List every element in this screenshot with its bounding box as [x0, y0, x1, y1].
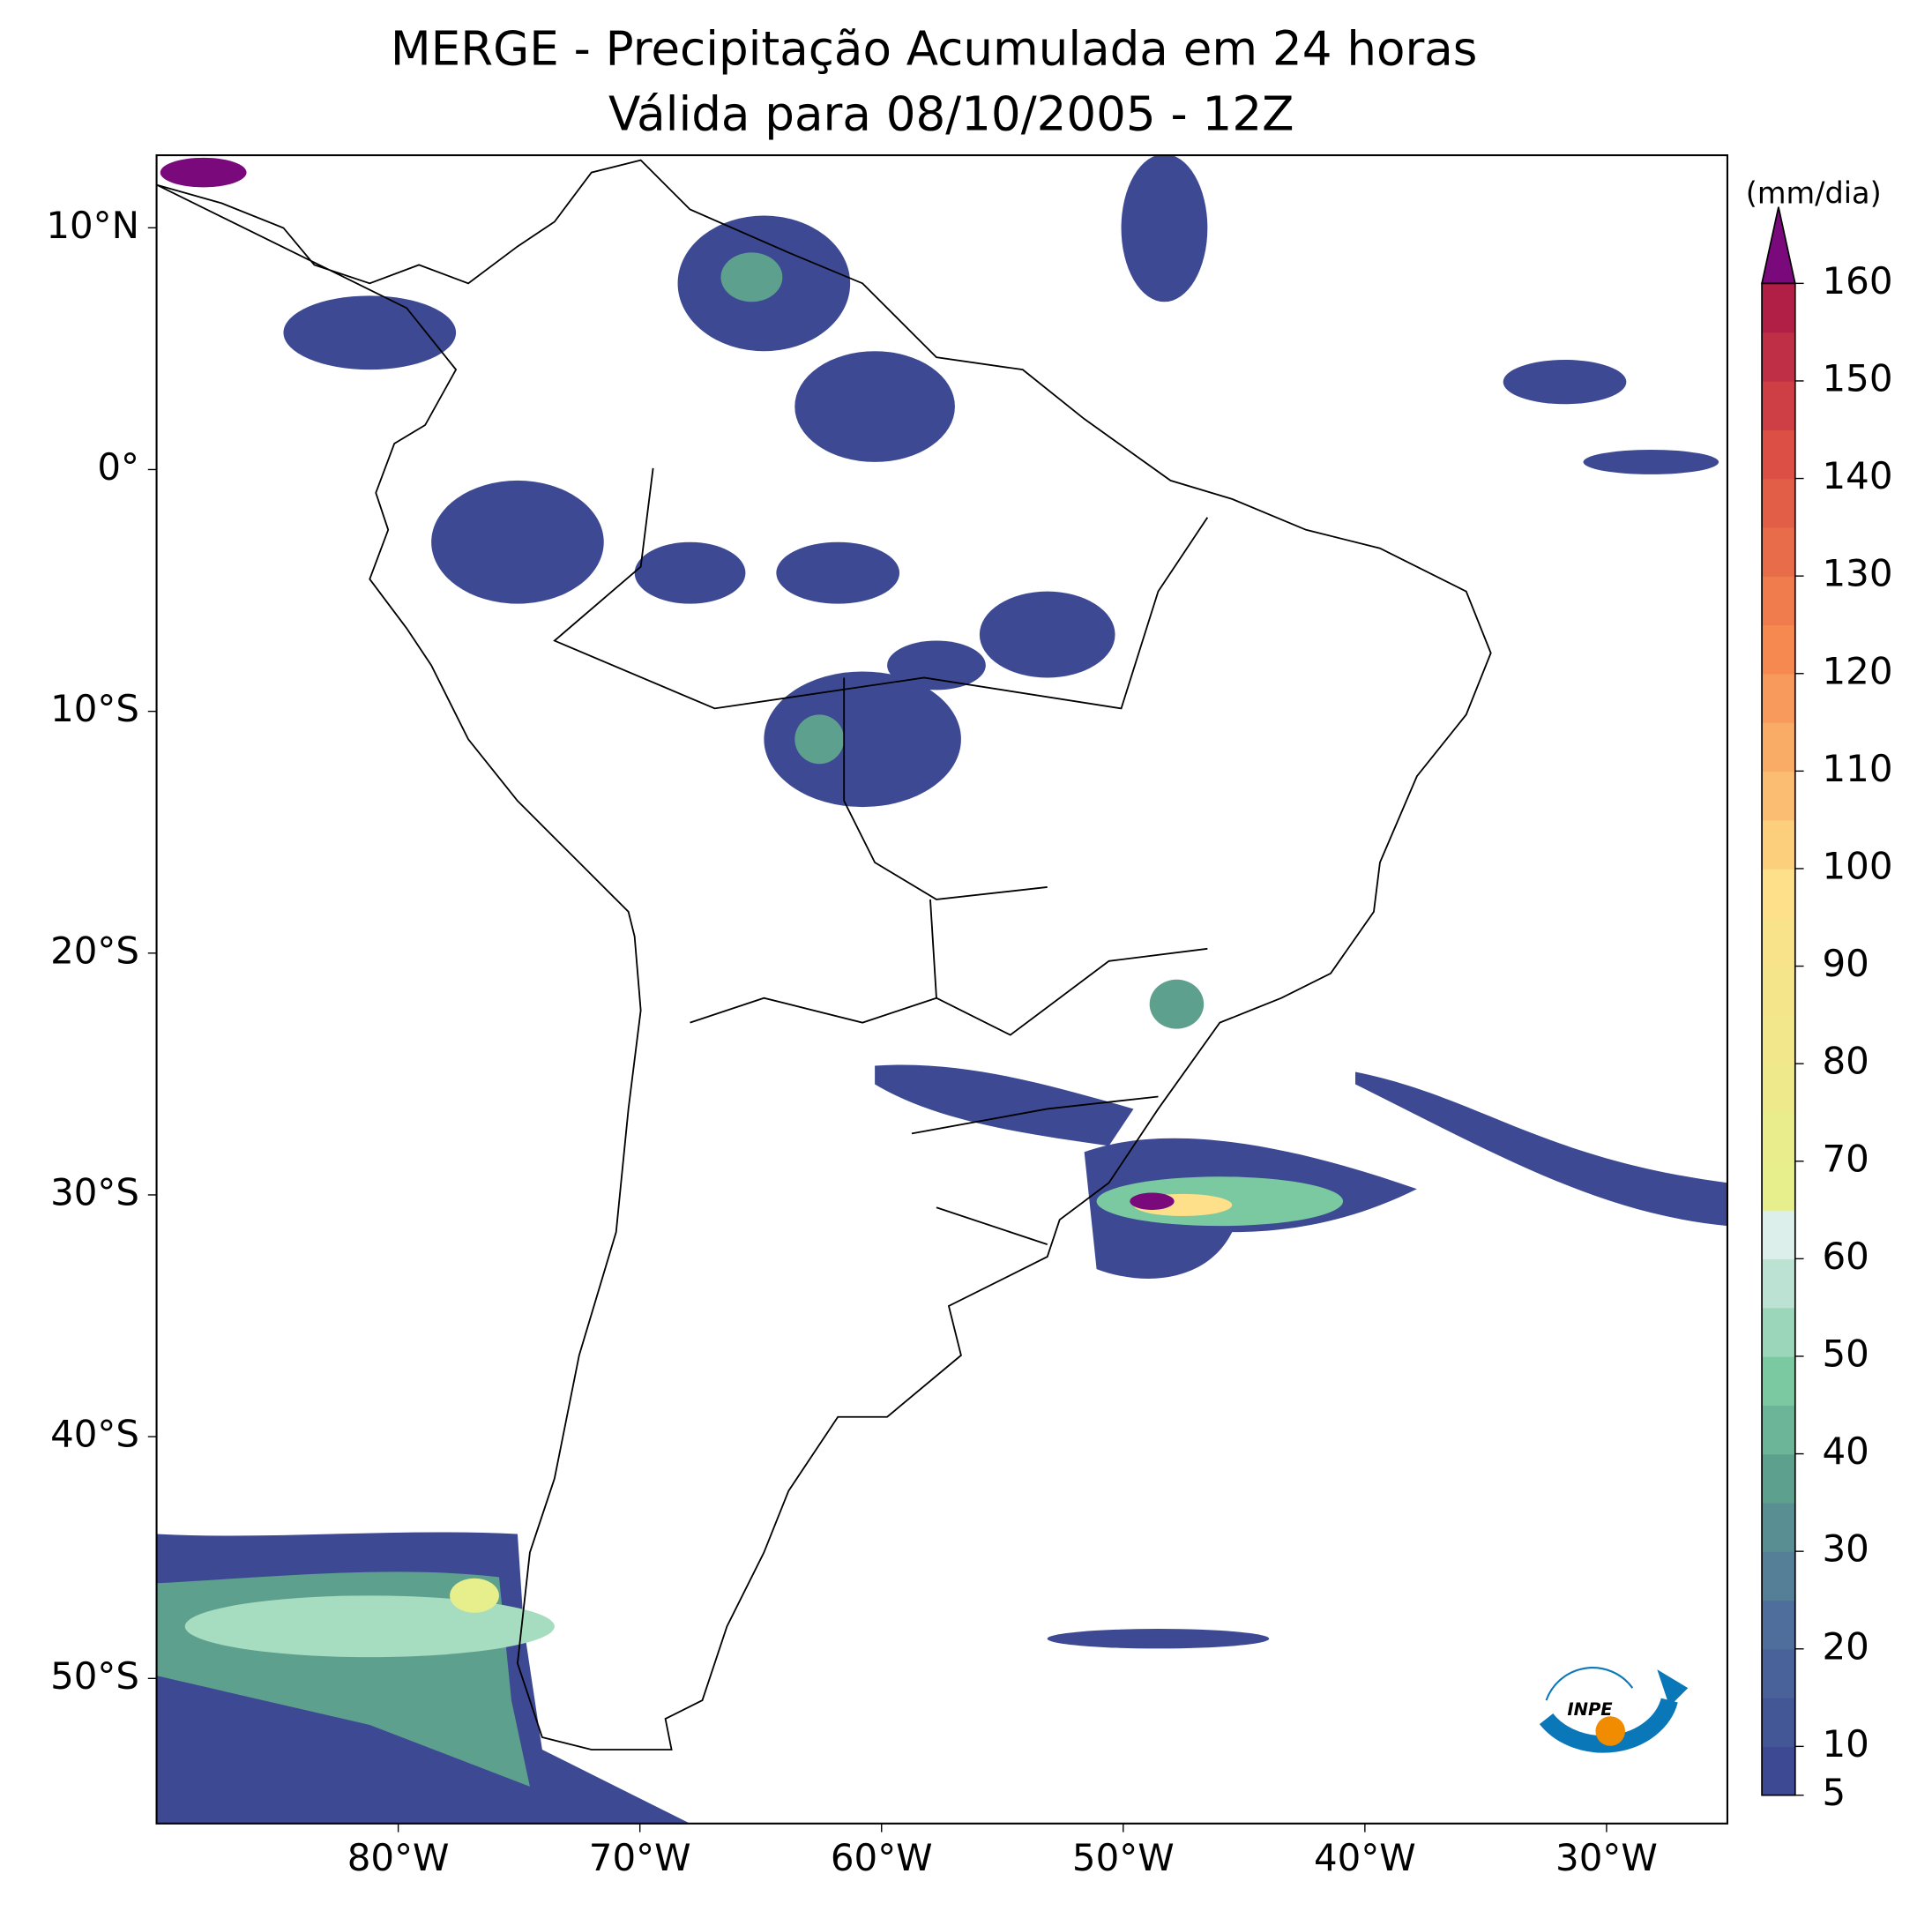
y-tick-label: 20°S	[50, 929, 139, 972]
colorbar-bin	[1762, 332, 1795, 382]
rain-area	[794, 351, 955, 462]
y-tick-label: 30°S	[50, 1170, 139, 1213]
colorbar-bin	[1762, 1014, 1795, 1064]
colorbar-tick-label: 5	[1823, 1771, 1846, 1814]
colorbar-bin	[1762, 1307, 1795, 1357]
y-tick-label: 50°S	[50, 1654, 139, 1698]
y-tick-label: 40°S	[50, 1413, 139, 1456]
rain-area	[794, 714, 845, 765]
colorbar-tick-label: 60	[1823, 1235, 1869, 1278]
logo-orbit	[1545, 1667, 1634, 1701]
colorbar-tick-label: 50	[1823, 1332, 1869, 1375]
title: MERGE - Precipitação Acumulada em 24 hor…	[391, 21, 1478, 76]
colorbar-bin	[1762, 1355, 1795, 1406]
axes-frame	[155, 153, 1728, 1825]
x-tick-label: 40°W	[1314, 1836, 1416, 1879]
colorbar-bin	[1762, 1453, 1795, 1504]
rain-area	[1503, 359, 1627, 405]
rain-area	[1583, 449, 1719, 474]
rain-area	[450, 1578, 499, 1613]
colorbar-bin	[1762, 1698, 1795, 1748]
rain-area	[160, 157, 247, 188]
colorbar-bin	[1762, 819, 1795, 870]
colorbar-bin	[1762, 673, 1795, 723]
y-tick-label: 10°N	[46, 204, 139, 247]
x-tick-label: 70°W	[589, 1836, 691, 1879]
logo-text: INPE	[1567, 1699, 1613, 1720]
logo-arrow	[1657, 1669, 1689, 1707]
rain-area	[431, 480, 604, 604]
rain-area	[887, 640, 986, 690]
colorbar-bin	[1762, 1551, 1795, 1601]
rain-area	[283, 295, 457, 370]
colorbar-tick-label: 70	[1823, 1137, 1869, 1180]
colorbar-tick-label: 30	[1823, 1527, 1869, 1571]
colorbar-extend	[1761, 206, 1796, 285]
colorbar-tick-label: 120	[1823, 649, 1893, 692]
colorbar-label: (mm/dia)	[1746, 175, 1882, 210]
rain-area	[979, 591, 1115, 678]
colorbar-bin	[1762, 380, 1795, 430]
colorbar-tick-label: 10	[1823, 1722, 1869, 1765]
y-tick-label: 0°	[97, 445, 139, 489]
colorbar-tick-label: 90	[1823, 942, 1869, 985]
colorbar-bin	[1762, 722, 1795, 773]
colorbar-tick-label: 130	[1823, 552, 1893, 595]
border	[553, 467, 1209, 1245]
rain-area	[634, 541, 746, 604]
colorbar-bin	[1762, 1112, 1795, 1162]
colorbar-bin	[1762, 624, 1795, 675]
rain-area	[776, 541, 900, 604]
coastline	[156, 159, 1492, 1751]
rain-area	[875, 1064, 1134, 1146]
rain-area	[764, 671, 961, 808]
colorbar-tick-label: 20	[1823, 1624, 1869, 1668]
colorbar-bin	[1762, 1502, 1795, 1552]
colorbar-bin	[1762, 283, 1795, 333]
rain-area	[1130, 1192, 1175, 1211]
x-tick-label: 50°W	[1072, 1836, 1175, 1879]
colorbar-bin	[1762, 1405, 1795, 1455]
colorbar-bin	[1762, 1210, 1795, 1260]
colorbar-bin	[1762, 1600, 1795, 1650]
rain-area	[1121, 155, 1208, 302]
colorbar-bin	[1762, 868, 1795, 918]
colorbar-bin	[1762, 526, 1795, 577]
colorbar-bin	[1762, 1064, 1795, 1114]
x-tick-label: 30°W	[1555, 1836, 1658, 1879]
rain-area	[184, 1595, 555, 1658]
rain-area	[1355, 1071, 1727, 1227]
colorbar-bin	[1762, 429, 1795, 480]
colorbar-bin	[1762, 576, 1795, 626]
colorbar-tick-label: 100	[1823, 844, 1893, 887]
rain-area	[1149, 979, 1205, 1029]
precipitation-field	[156, 155, 1727, 1824]
y-tick-label: 10°S	[50, 687, 139, 730]
colorbar-bin	[1762, 1258, 1795, 1309]
x-tick-label: 60°W	[831, 1836, 933, 1879]
colorbar-bin	[1762, 1161, 1795, 1211]
colorbar-bin	[1762, 771, 1795, 821]
colorbar-tick-label: 40	[1823, 1430, 1869, 1473]
x-tick-label: 80°W	[347, 1836, 450, 1879]
colorbar-tick-label: 80	[1823, 1040, 1869, 1083]
colorbar-bin	[1762, 478, 1795, 528]
colorbar-tick-label: 150	[1823, 356, 1893, 399]
colorbar-tick-label: 110	[1823, 747, 1893, 790]
rain-area	[1047, 1629, 1270, 1649]
rain-area	[720, 252, 783, 302]
colorbar-bin	[1762, 1648, 1795, 1698]
colorbar-tick-label: 140	[1823, 454, 1893, 497]
colorbar-bin	[1762, 917, 1795, 967]
colorbar-tick-label: 160	[1823, 259, 1893, 302]
colorbar-bin	[1762, 1746, 1795, 1796]
colorbar-frame	[1761, 282, 1796, 1796]
logo: INPE	[1539, 1667, 1689, 1753]
colorbar-bin	[1762, 966, 1795, 1016]
logo-dot	[1595, 1716, 1625, 1746]
subtitle: Válida para 08/10/2005 - 12Z	[608, 86, 1294, 141]
